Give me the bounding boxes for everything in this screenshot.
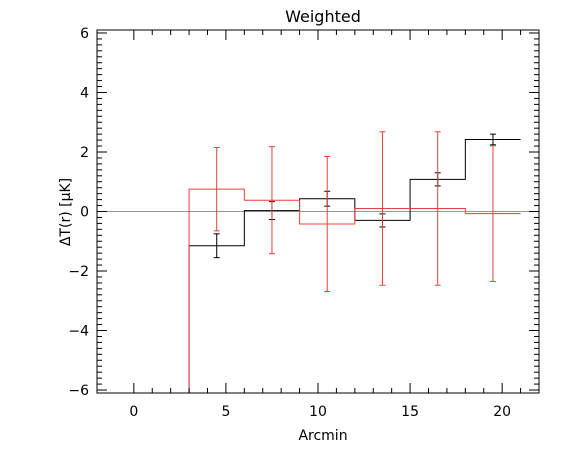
x-tick-label: 5 bbox=[221, 404, 230, 420]
x-tick-label: 20 bbox=[493, 404, 511, 420]
y-tick-label: −6 bbox=[68, 383, 89, 399]
series-1-step-line bbox=[188, 188, 521, 393]
y-tick-label: 6 bbox=[80, 26, 89, 42]
series-0-step-line bbox=[188, 138, 521, 393]
y-axis-label: ΔT(r) [μK] bbox=[58, 178, 74, 246]
series-layer bbox=[188, 131, 521, 393]
x-tick-label: 0 bbox=[129, 404, 138, 420]
x-tick-label: 15 bbox=[401, 404, 419, 420]
axes-layer bbox=[96, 29, 540, 394]
chart-title: Weighted bbox=[285, 7, 361, 26]
tick-label-layer: 0 5 10 15 20 −6 −4 −2 0 2 4 6 bbox=[68, 26, 511, 420]
y-tick-label: 0 bbox=[80, 205, 89, 221]
x-axis-label: Arcmin bbox=[298, 428, 347, 444]
series-1 bbox=[188, 131, 521, 393]
y-tick-label: −2 bbox=[68, 264, 89, 280]
y-tick-label: −4 bbox=[68, 324, 89, 340]
series-0 bbox=[188, 133, 521, 393]
x-tick-label: 10 bbox=[309, 404, 327, 420]
y-tick-label: 2 bbox=[80, 145, 89, 161]
y-tick-label: 4 bbox=[80, 85, 89, 101]
